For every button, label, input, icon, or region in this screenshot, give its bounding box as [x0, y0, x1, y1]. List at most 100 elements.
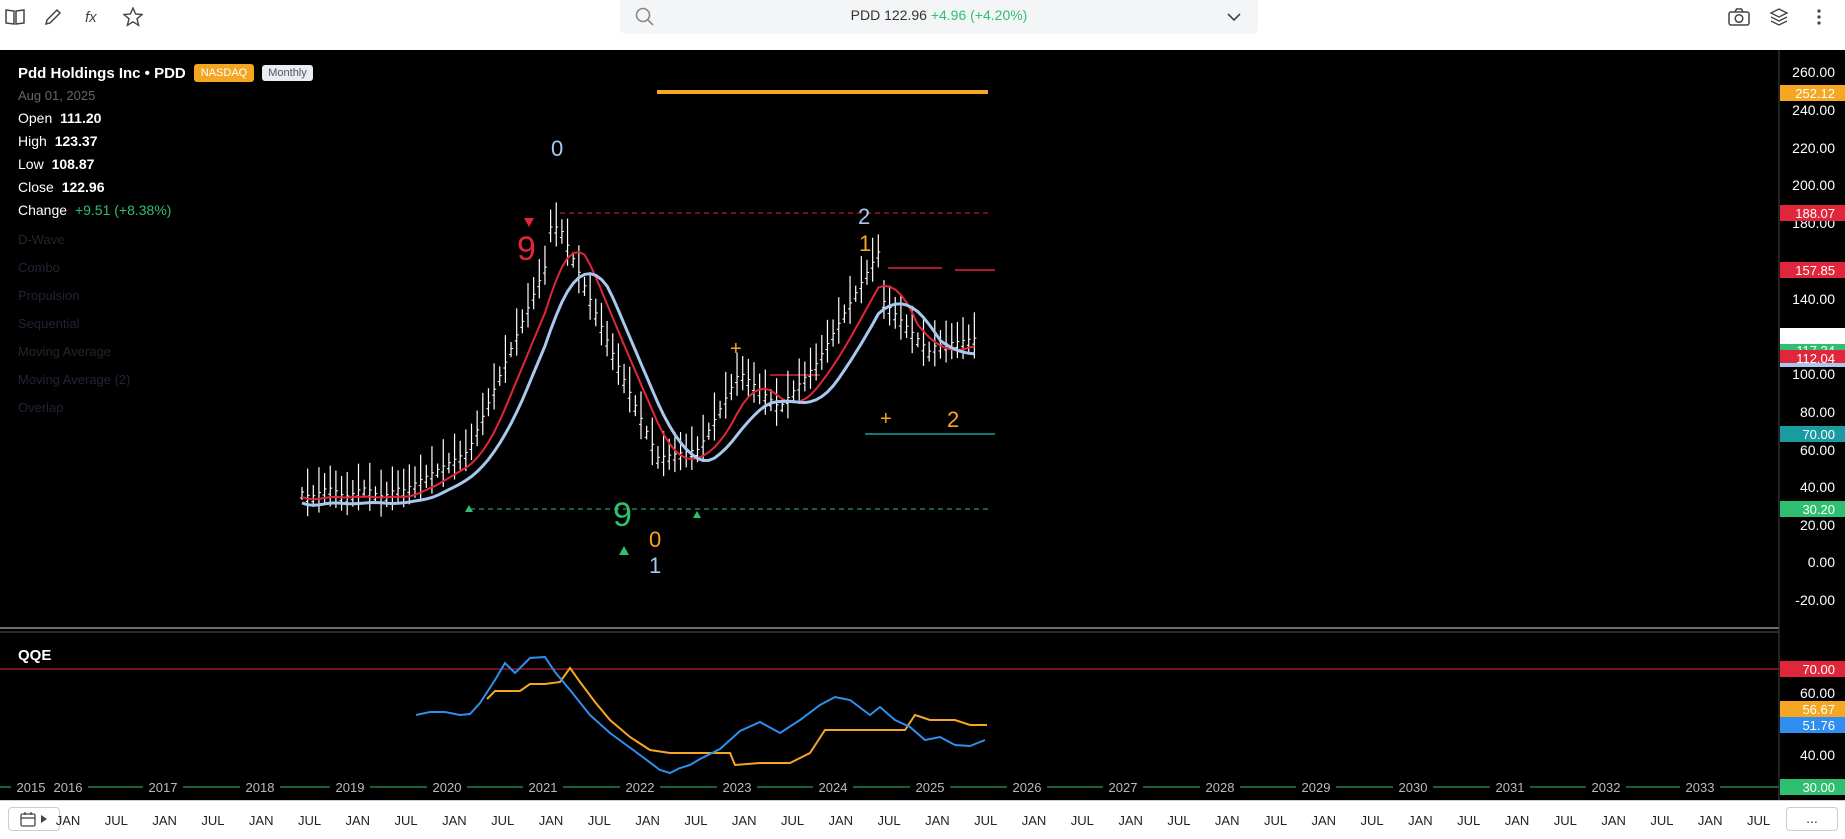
price-axis[interactable]: 260.00240.00220.00200.00180.00140.00100.… — [1792, 64, 1835, 608]
book-icon[interactable] — [2, 4, 28, 30]
price-tick-label: 220.00 — [1792, 140, 1835, 156]
indicator-list: D-Wave Combo Propulsion Sequential Movin… — [18, 232, 313, 428]
month-label: JAN — [829, 813, 854, 828]
month-label: JUL — [781, 813, 804, 828]
open-value: 111.20 — [60, 110, 102, 126]
month-label: JAN — [1118, 813, 1143, 828]
year-label: 2027 — [1109, 780, 1138, 795]
qqe-badge-bg — [1780, 779, 1845, 795]
year-label-bg — [48, 780, 88, 794]
year-label: 2032 — [1592, 780, 1621, 795]
qqe-fast-line — [415, 655, 986, 775]
qqe-badge-bg — [1780, 661, 1845, 677]
month-label: JAN — [1022, 813, 1047, 828]
close-row: Close 122.96 — [18, 179, 313, 195]
month-label: JUL — [1361, 813, 1384, 828]
month-label: JUL — [105, 813, 128, 828]
wave-label-0-top: 0 — [551, 136, 563, 161]
year-label: 2030 — [1399, 780, 1428, 795]
time-axis-bar[interactable]: JAN JUL JAN JUL JAN JUL JAN JUL JAN JUL JAN JUL JAN J… — [0, 800, 1845, 838]
star-icon[interactable] — [120, 4, 146, 30]
month-label: JAN — [1698, 813, 1723, 828]
month-label: JUL — [395, 813, 418, 828]
symbol-search-bar[interactable]: PDD 122.96 +4.96 (+4.20%) — [620, 0, 1258, 34]
year-label-bg — [523, 780, 563, 794]
month-label: JUL — [491, 813, 514, 828]
month-label: JUL — [974, 813, 997, 828]
month-label: JAN — [1312, 813, 1337, 828]
year-label: 2031 — [1496, 780, 1525, 795]
chart-area[interactable]: 0 9 2 1 9 0 1 2 + + 2015 2016 2017 2018 2019… — [0, 50, 1845, 838]
price-tick-label: 20.00 — [1800, 517, 1835, 533]
play-icon — [41, 815, 47, 823]
qqe-axis[interactable]: 60.00 40.00 — [1800, 685, 1835, 763]
indicator-combo[interactable]: Combo — [18, 260, 60, 275]
year-label-bg — [1007, 780, 1047, 794]
year-label-bg — [717, 780, 757, 794]
close-label: Close — [18, 179, 54, 195]
price-badge-bg — [1780, 501, 1845, 517]
indicator-overlap[interactable]: Overlap — [18, 400, 64, 415]
top-toolbar: fx PDD 122.96 +4.96 (+4.20%) — [0, 0, 1845, 50]
indicator-sequential[interactable]: Sequential — [18, 316, 80, 331]
low-label: Low — [18, 156, 44, 172]
month-axis: JAN JUL JAN JUL JAN JUL JAN JUL JAN JUL JAN JUL JAN J… — [56, 813, 1770, 828]
qqe-tick-label: 60.00 — [1800, 685, 1835, 701]
month-label: JUL — [684, 813, 707, 828]
more-vertical-icon[interactable] — [1806, 4, 1832, 30]
wave-label-1-orange: 1 — [859, 231, 871, 256]
price-badge-label: 157.85 — [1795, 263, 1835, 278]
month-label: JAN — [442, 813, 467, 828]
month-label: JUL — [1167, 813, 1190, 828]
price-badge-label: 70.00 — [1802, 427, 1835, 442]
month-label: JAN — [152, 813, 177, 828]
high-value: 123.37 — [54, 133, 98, 149]
month-label: JUL — [1554, 813, 1577, 828]
year-label: 2015 — [17, 780, 46, 795]
month-label: JAN — [56, 813, 81, 828]
month-label: JAN — [1408, 813, 1433, 828]
wave-label-0-orange: 0 — [649, 527, 661, 552]
moving-average-red — [301, 250, 975, 501]
price-tick-label: 0.00 — [1808, 554, 1835, 570]
indicator-moving-average-2[interactable]: Moving Average (2) — [18, 372, 131, 387]
year-label: 2026 — [1013, 780, 1042, 795]
price-tick-label: 260.00 — [1792, 64, 1835, 80]
month-label: JUL — [588, 813, 611, 828]
indicator-dwave[interactable]: D-Wave — [18, 232, 65, 247]
change-label: Change — [18, 202, 68, 218]
price-badge-bg — [1780, 85, 1845, 101]
date-range-button[interactable] — [8, 807, 60, 831]
price-badge-bg — [1780, 205, 1845, 221]
price-chart[interactable]: 0 9 2 1 9 0 1 2 + + 2015 2016 2017 2018 2019… — [0, 50, 1845, 838]
year-label-bg — [910, 780, 950, 794]
month-label: JAN — [1601, 813, 1626, 828]
month-label: JAN — [539, 813, 564, 828]
price-badge-label: 112.04 — [1796, 351, 1835, 366]
symbol-change: +4.96 — [930, 7, 967, 23]
year-label-bg — [1200, 780, 1240, 794]
change-value: +9.51 (+8.38%) — [74, 202, 172, 218]
month-label: JUL — [1457, 813, 1480, 828]
pencil-icon[interactable] — [40, 4, 66, 30]
function-icon[interactable]: fx — [80, 4, 106, 30]
indicator-moving-average[interactable]: Moving Average — [18, 344, 111, 359]
price-tick-label: 40.00 — [1800, 479, 1835, 495]
year-label: 2033 — [1686, 780, 1715, 795]
year-label-bg — [1586, 780, 1626, 794]
timeframe-badge[interactable]: Monthly — [262, 65, 313, 81]
bar-date: Aug 01, 2025 — [18, 88, 96, 103]
price-badge-white — [1780, 328, 1845, 344]
indicator-propulsion[interactable]: Propulsion — [18, 288, 80, 303]
year-label-bg — [1490, 780, 1530, 794]
price-badge-label: 188.07 — [1795, 206, 1835, 221]
qqe-badge-label: 56.67 — [1802, 702, 1835, 717]
camera-icon[interactable] — [1726, 4, 1752, 30]
more-options-button[interactable]: ... — [1786, 807, 1838, 831]
layers-icon[interactable] — [1766, 4, 1792, 30]
year-label: 2017 — [149, 780, 178, 795]
price-tick-label: 100.00 — [1792, 366, 1835, 382]
chevron-down-icon[interactable] — [1224, 7, 1244, 27]
month-label: JAN — [925, 813, 950, 828]
